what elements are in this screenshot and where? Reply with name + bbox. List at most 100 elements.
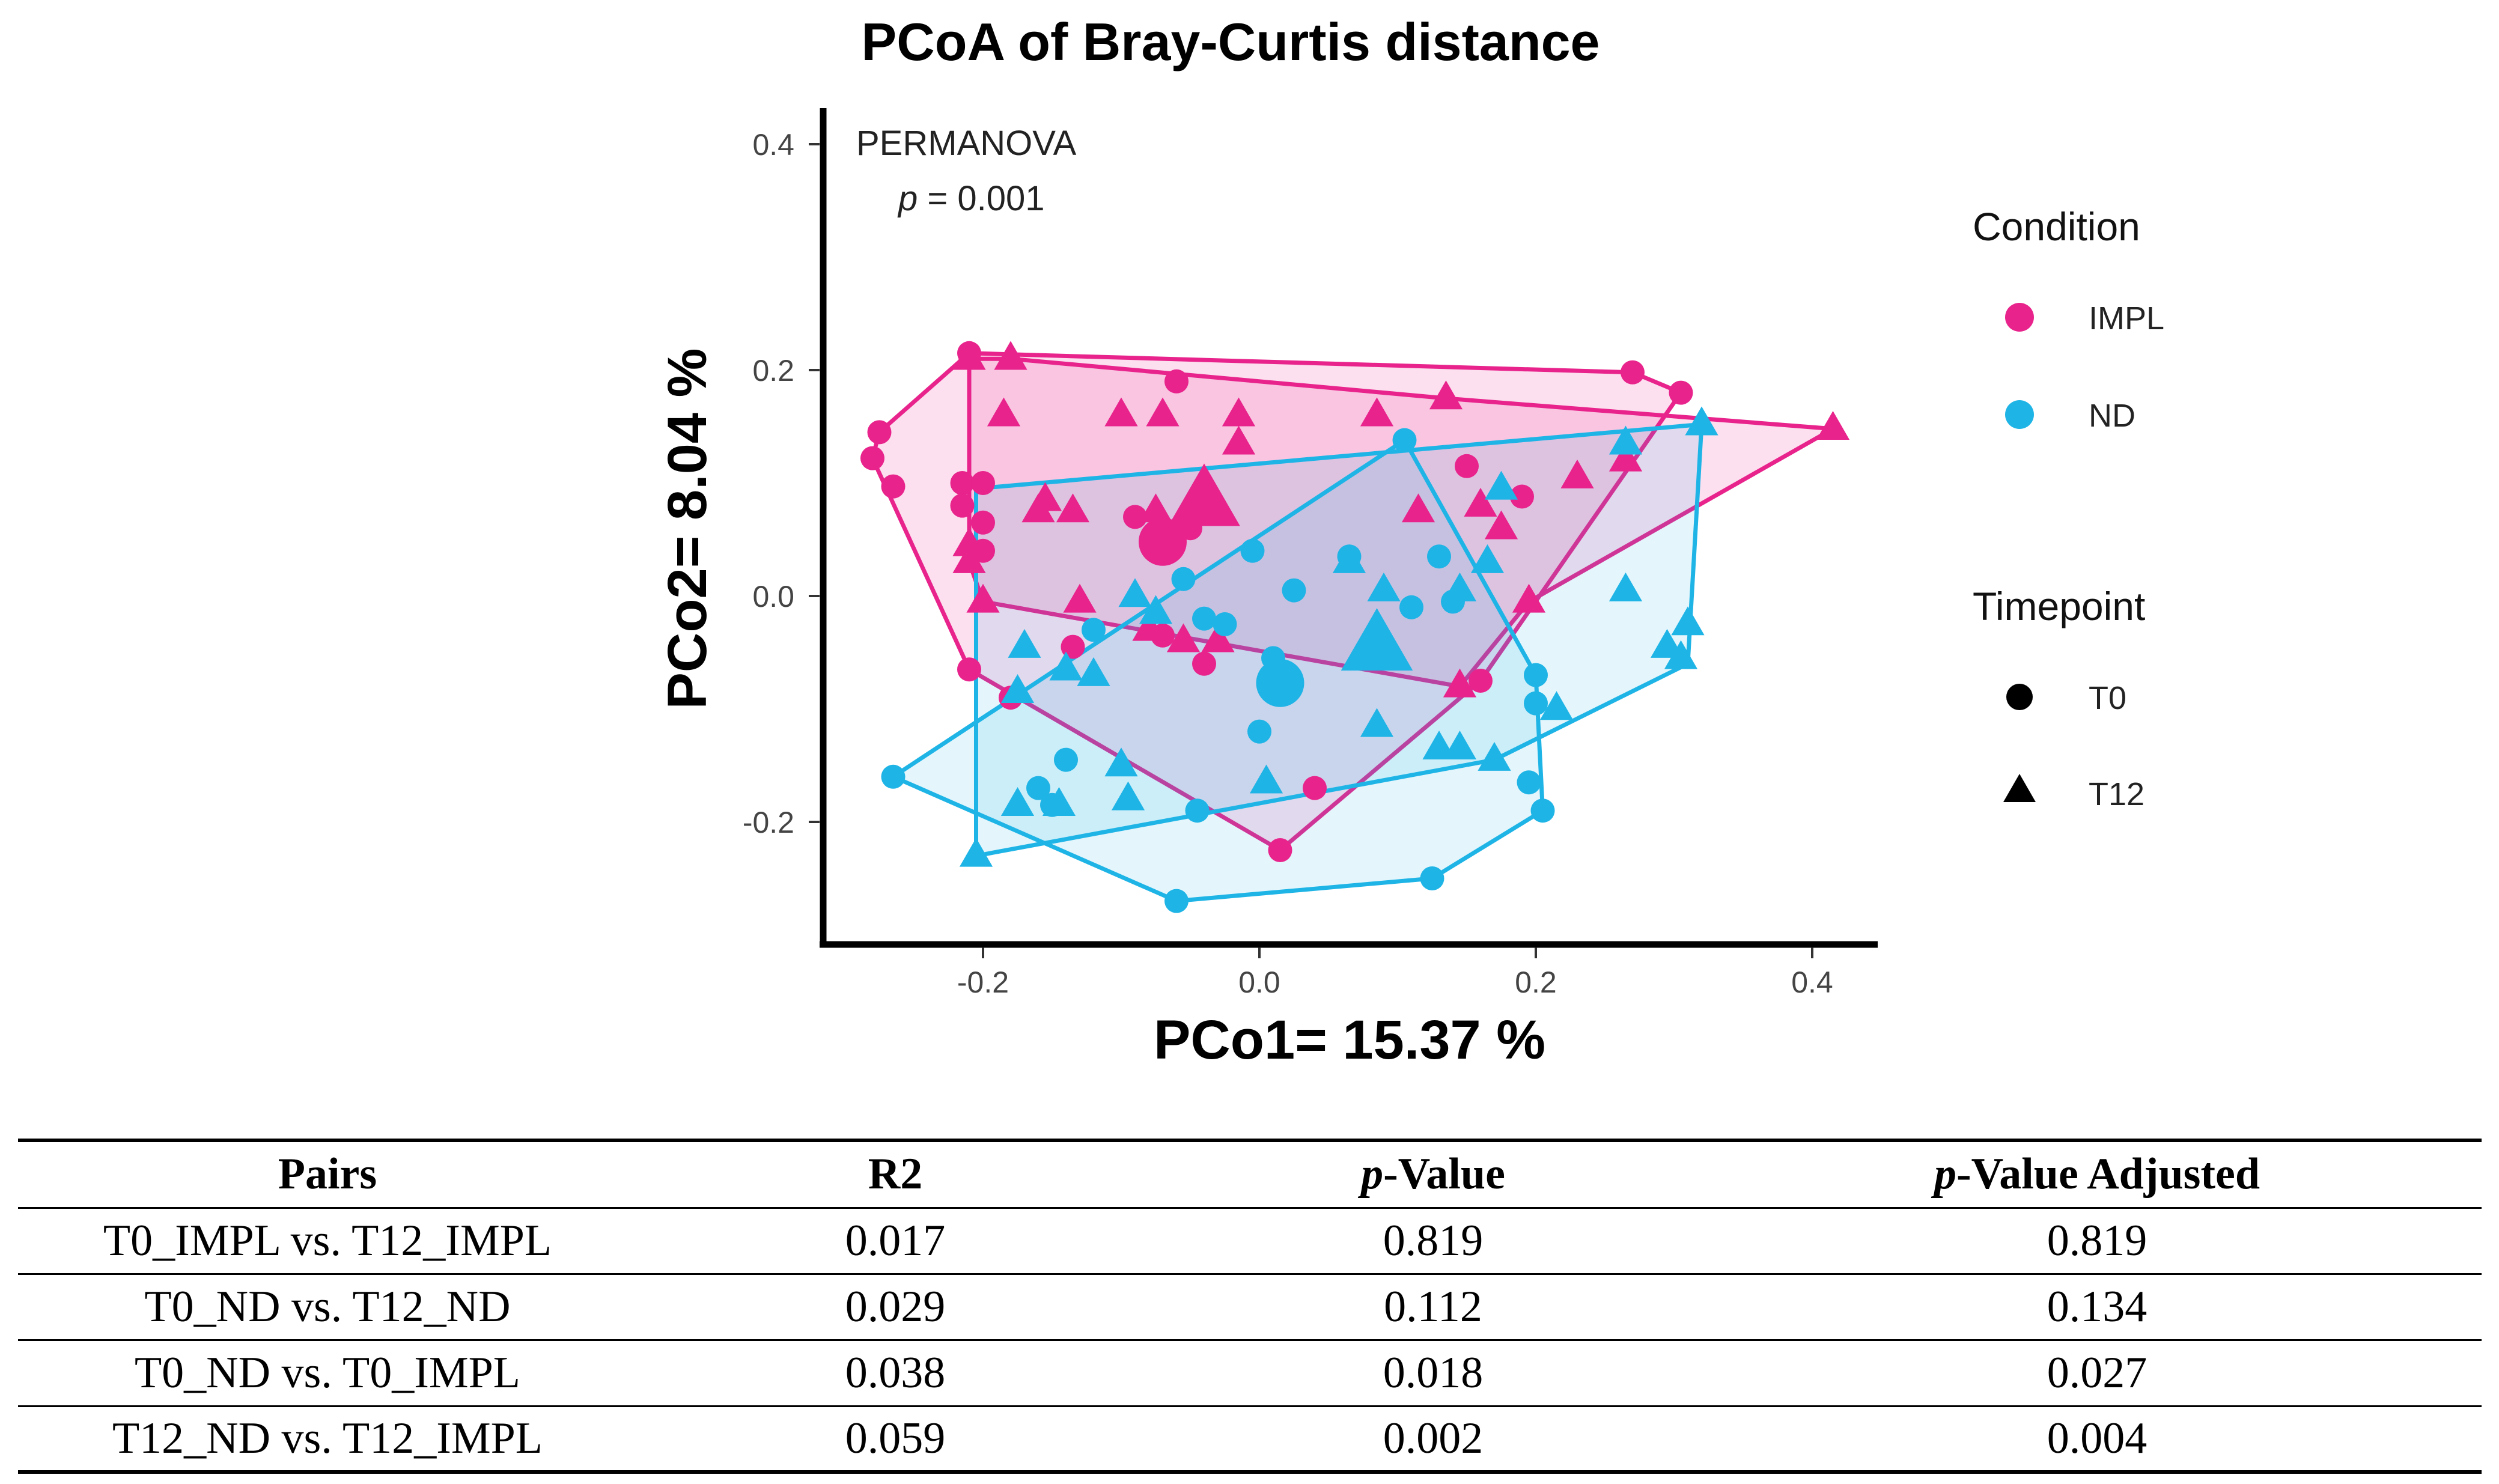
nd-t12-point	[1478, 741, 1511, 771]
nd-t0-point	[1240, 538, 1265, 563]
cell-p-value: 0.002	[1154, 1406, 1712, 1474]
impl-t12-point	[1443, 668, 1477, 698]
impl-t0-centroid	[1139, 517, 1187, 566]
nd-t12-centroid	[1341, 608, 1413, 671]
permanova-label: PERMANOVA	[856, 124, 1077, 163]
nd-t0-point	[1082, 618, 1106, 642]
impl-t12-point	[1104, 397, 1138, 427]
nd-t12-point	[1539, 691, 1574, 720]
cell-p-adjusted: 0.134	[1712, 1274, 2482, 1341]
nd-t12-point	[1077, 657, 1110, 686]
legend-t12-swatch	[2003, 774, 2036, 802]
nd-t12-point	[1008, 628, 1041, 658]
nd-t0-point	[1026, 776, 1050, 800]
impl-t12-point	[987, 397, 1021, 427]
x-tick-label: 0.2	[1515, 966, 1557, 999]
nd-t12-point	[1664, 640, 1698, 669]
impl-t12-point	[1222, 397, 1256, 427]
cell-r2: 0.017	[637, 1208, 1154, 1275]
nd-t12-point	[1000, 674, 1035, 704]
y-tick-label: -0.2	[743, 806, 794, 839]
impl-t12-point	[952, 341, 986, 370]
impl-t0-point	[1061, 634, 1085, 659]
impl-t12-point	[1021, 493, 1055, 523]
cell-p-adjusted: 0.027	[1712, 1340, 2482, 1407]
nd-t12-point	[1360, 708, 1394, 737]
nd-t0-point	[1399, 595, 1423, 619]
permanova-p-value: p = 0.001	[897, 179, 1045, 218]
impl-t12-point	[1201, 623, 1235, 652]
nd-t12-point	[1470, 544, 1505, 573]
pcoa-chart: PCoA of Bray-Curtis distance -0.2 0.0 0.2 0…	[657, 12, 2164, 1071]
impl-t0-point	[860, 446, 884, 470]
impl-t0-point	[1669, 380, 1693, 405]
nd-t0-point	[1392, 428, 1417, 452]
impl-t12-point	[966, 583, 1000, 613]
impl-t12-point	[1360, 397, 1394, 427]
centroid-layer	[1139, 463, 1413, 707]
x-axis-label: PCo1= 15.37 %	[1154, 1009, 1545, 1071]
pairwise-permanova-table: Pairs R2 p-Value p-Value Adjusted T0_IMP…	[18, 1139, 2482, 1474]
table-row: T12_ND vs. T12_IMPL 0.059 0.002 0.004	[18, 1406, 2482, 1474]
cell-p-value: 0.018	[1154, 1340, 1712, 1407]
cell-pair: T12_ND vs. T12_IMPL	[18, 1406, 637, 1474]
cell-p-value: 0.819	[1154, 1208, 1712, 1275]
x-ticks: -0.2 0.0 0.2 0.4	[957, 947, 1833, 999]
impl-t0-point	[971, 510, 995, 535]
nd-t12-point	[1249, 764, 1283, 794]
header-r2: R2	[637, 1139, 1154, 1209]
chart-title: PCoA of Bray-Curtis distance	[862, 12, 1600, 71]
impl-t0-point	[1621, 360, 1645, 385]
nd-t0-point	[1524, 691, 1548, 716]
nd-t12-point	[1685, 406, 1718, 436]
legend-timepoint-title: Timepoint	[1973, 584, 2145, 628]
legend-t0-swatch	[2006, 684, 2033, 710]
cell-p-adjusted: 0.004	[1712, 1406, 2482, 1474]
nd-t12-point	[1332, 544, 1366, 573]
impl-t12-point	[952, 544, 986, 573]
impl-t12-point	[1512, 583, 1546, 613]
impl-t12-centroid	[1168, 463, 1240, 526]
nd-t12-point	[1443, 731, 1477, 760]
cell-pair: T0_IMPL vs. T12_IMPL	[18, 1208, 637, 1275]
legend-nd-label: ND	[2089, 398, 2135, 434]
nd-t12-point	[1367, 572, 1401, 601]
cell-r2: 0.029	[637, 1274, 1154, 1341]
impl-t12-point	[1816, 411, 1850, 440]
cell-p-value: 0.112	[1154, 1274, 1712, 1341]
nd-t0-centroid	[1256, 658, 1304, 707]
impl-t12-point	[994, 341, 1027, 370]
nd-t12-point	[1049, 651, 1083, 681]
nd-t0-point	[1192, 606, 1216, 631]
nd-t0-point	[1530, 798, 1555, 823]
legend: Condition IMPL ND Timepoint T0 T12	[1973, 204, 2164, 812]
header-p-value: p-Value	[1154, 1139, 1712, 1209]
nd-t12-point	[1042, 787, 1076, 817]
nd-t0-point	[1247, 719, 1271, 744]
nd-t0-point	[1213, 612, 1237, 636]
y-tick-label: 0.2	[752, 354, 794, 388]
legend-impl-swatch	[2005, 303, 2034, 332]
impl-t0-point	[881, 474, 906, 499]
impl-t12-point	[952, 527, 986, 556]
nd-t0-point	[1164, 889, 1189, 913]
impl-t12-point	[1464, 487, 1497, 517]
nd-t0-point	[1517, 770, 1541, 795]
table-header-row: Pairs R2 p-Value p-Value Adjusted	[18, 1139, 2482, 1209]
nd-t0-point	[1282, 578, 1306, 603]
nd-t0-point	[1171, 567, 1196, 591]
nd-t12-point	[1000, 787, 1035, 817]
impl-t0-point	[1164, 369, 1189, 394]
impl-t0-point	[1268, 838, 1292, 862]
impl-t0-point	[1192, 651, 1216, 676]
x-tick-label: 0.0	[1238, 966, 1280, 999]
nd-t0-point	[1427, 544, 1451, 569]
x-tick-label: 0.4	[1791, 966, 1833, 999]
nd-t12-point	[1443, 572, 1477, 601]
nd-t12-point	[1671, 606, 1705, 636]
table-row: T0_IMPL vs. T12_IMPL 0.017 0.819 0.819	[18, 1208, 2482, 1275]
impl-t0-point	[1123, 505, 1147, 529]
impl-t12-point	[1222, 425, 1256, 455]
nd-t12-point	[959, 838, 993, 867]
impl-t12-point	[1560, 459, 1594, 488]
